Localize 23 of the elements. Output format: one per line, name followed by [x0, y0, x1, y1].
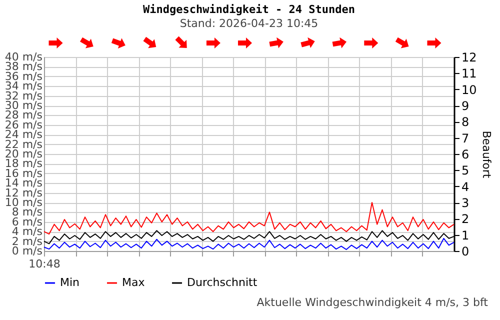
- y2-tick-label: 11: [462, 66, 477, 81]
- y2-tick-label: 5: [462, 164, 470, 178]
- chart-title: Windgeschwindigkeit - 24 Stunden: [143, 3, 355, 16]
- text: Aktuelle Windgeschwindigkeit 4 m/s, 3 bft: [256, 296, 488, 309]
- y2-tick-label: 4: [462, 180, 470, 194]
- y2-tick-label: 10: [462, 82, 477, 97]
- y2-tick-label: 3: [462, 196, 470, 210]
- legend-label: Durchschnitt: [187, 276, 258, 289]
- y2-tick-label: 6: [462, 148, 470, 162]
- y2-axis-title: Beaufort: [480, 130, 493, 179]
- y2-tick-label: 12: [462, 50, 477, 64]
- y2-tick-label: 1: [462, 228, 470, 242]
- line-series: [44, 202, 454, 235]
- y-tick-label: 30 m/s: [4, 99, 43, 112]
- legend-label: Min: [60, 276, 80, 289]
- y2-tick-label: 9: [462, 99, 470, 113]
- legend-label: Max: [122, 276, 146, 289]
- chart-subtitle: Stand: 2026-04-23 10:45: [180, 17, 318, 30]
- y2-tick-label: 2: [462, 212, 470, 226]
- y2-tick-label: 0: [462, 244, 470, 258]
- y2-tick-label: 7: [462, 131, 470, 146]
- x-tick-label: 10:48: [28, 258, 60, 270]
- y2-tick-label: 8: [462, 115, 470, 130]
